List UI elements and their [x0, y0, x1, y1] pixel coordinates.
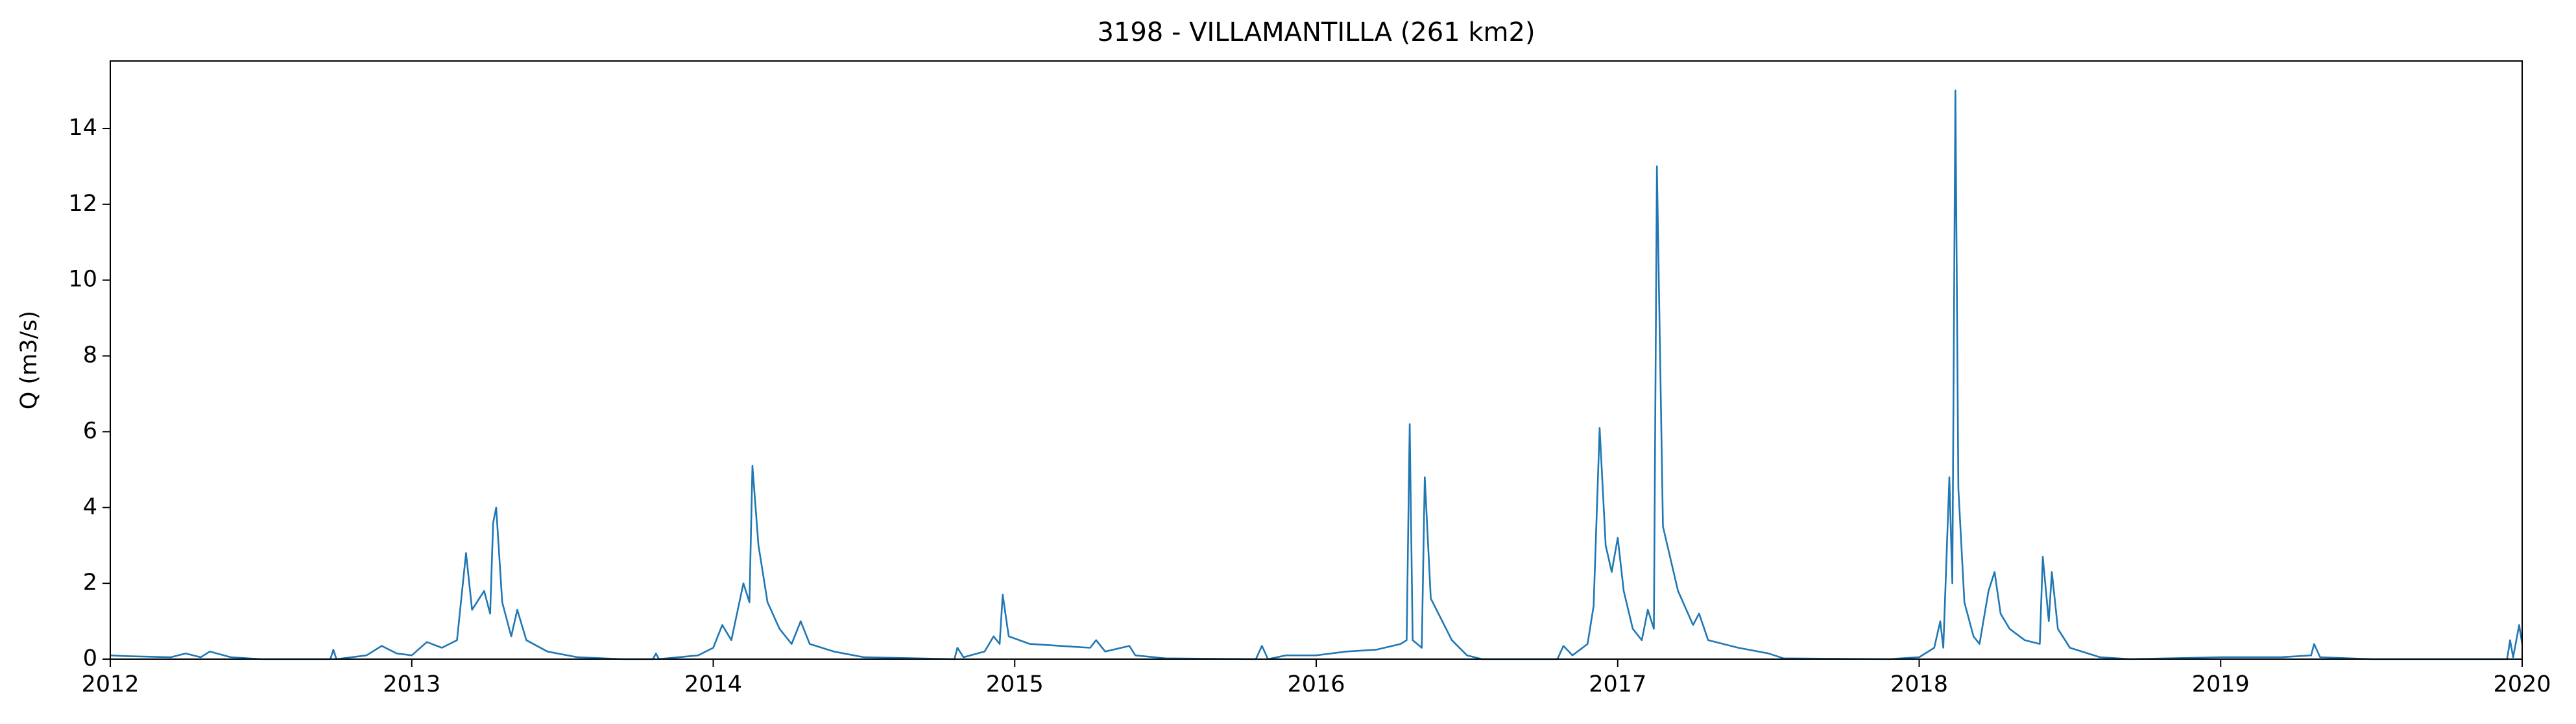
series-line [110, 90, 2523, 660]
y-tick-label: 8 [83, 343, 97, 368]
x-tick-label: 2018 [1890, 671, 1948, 697]
y-tick-label: 12 [68, 191, 97, 217]
x-tick-label: 2019 [2192, 671, 2250, 697]
x-tick-label: 2015 [986, 671, 1044, 697]
y-axis-label: Q (m3/s) [16, 311, 42, 409]
x-tick-label: 2020 [2493, 671, 2551, 697]
x-tick-label: 2012 [81, 671, 139, 697]
x-tick-label: 2013 [383, 671, 440, 697]
plot-frame [110, 60, 2523, 660]
chart-title: 3198 - VILLAMANTILLA (261 km2) [1097, 18, 1535, 47]
x-tick-label: 2014 [684, 671, 742, 697]
y-tick-label: 2 [83, 570, 97, 596]
y-tick-label: 6 [83, 418, 97, 444]
y-tick-label: 10 [68, 267, 97, 293]
x-tick-label: 2016 [1287, 671, 1345, 697]
y-tick-label: 4 [83, 494, 97, 520]
y-tick-label: 0 [83, 646, 97, 671]
x-tick-label: 2017 [1589, 671, 1646, 697]
y-tick-label: 14 [68, 115, 97, 141]
